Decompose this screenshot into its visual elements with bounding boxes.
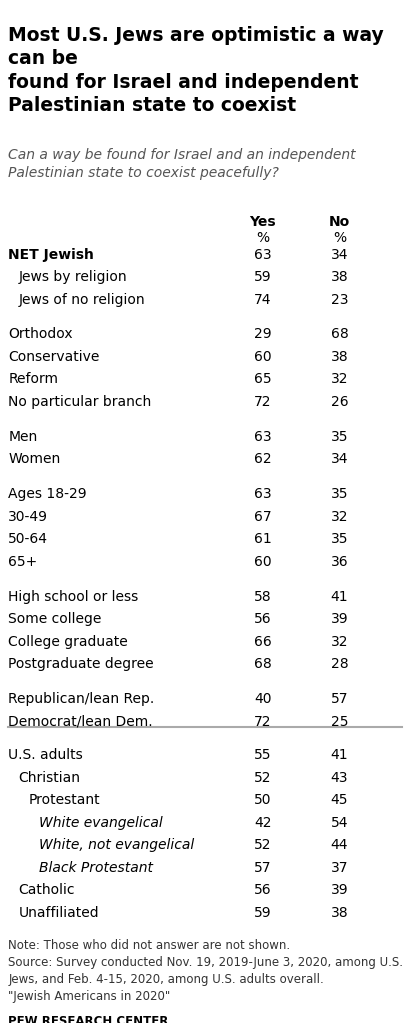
Text: 72: 72 [254,715,271,728]
Text: 65+: 65+ [8,554,38,569]
Text: White evangelical: White evangelical [39,816,163,830]
Text: 54: 54 [330,816,347,830]
Text: 57: 57 [254,861,271,875]
Text: 34: 34 [330,452,347,466]
Text: Men: Men [8,430,38,444]
Text: High school or less: High school or less [8,589,138,604]
Text: U.S. adults: U.S. adults [8,749,83,762]
Text: Jews of no religion: Jews of no religion [19,293,145,307]
Text: Most U.S. Jews are optimistic a way can be
found for Israel and independent
Pale: Most U.S. Jews are optimistic a way can … [8,26,383,115]
Text: 41: 41 [330,749,347,762]
Text: No particular branch: No particular branch [8,395,151,409]
Text: 45: 45 [330,794,347,807]
Text: 26: 26 [330,395,347,409]
Text: College graduate: College graduate [8,634,128,649]
Text: 50-64: 50-64 [8,532,48,546]
Text: Ages 18-29: Ages 18-29 [8,487,87,501]
Text: 32: 32 [330,634,347,649]
Text: Catholic: Catholic [19,884,75,897]
Text: 59: 59 [254,906,271,920]
Text: 56: 56 [254,612,271,626]
Text: 61: 61 [254,532,271,546]
Text: 68: 68 [254,657,271,671]
Text: 37: 37 [330,861,347,875]
Text: 29: 29 [254,327,271,342]
Text: 38: 38 [330,350,347,364]
Text: Reform: Reform [8,372,58,387]
Text: Republican/lean Rep.: Republican/lean Rep. [8,693,154,706]
Text: 52: 52 [254,771,271,785]
Text: 55: 55 [254,749,271,762]
Text: 34: 34 [330,248,347,262]
Text: 66: 66 [254,634,271,649]
Text: 44: 44 [330,839,347,852]
Text: 28: 28 [330,657,347,671]
Text: Democrat/lean Dem.: Democrat/lean Dem. [8,715,152,728]
Text: 62: 62 [254,452,271,466]
Text: NET Jewish: NET Jewish [8,248,94,262]
Text: Unaffiliated: Unaffiliated [19,906,99,920]
Text: Postgraduate degree: Postgraduate degree [8,657,154,671]
Text: PEW RESEARCH CENTER: PEW RESEARCH CENTER [8,1016,168,1023]
Text: 40: 40 [254,693,271,706]
Text: 65: 65 [254,372,271,387]
Text: 72: 72 [254,395,271,409]
Text: 23: 23 [330,293,347,307]
Text: 68: 68 [330,327,347,342]
Text: 43: 43 [330,771,347,785]
Text: No: No [328,215,349,229]
Text: Yes: Yes [249,215,275,229]
Text: %: % [332,231,345,246]
Text: 59: 59 [254,270,271,284]
Text: 39: 39 [330,884,347,897]
Text: Black Protestant: Black Protestant [39,861,153,875]
Text: Conservative: Conservative [8,350,100,364]
Text: 50: 50 [254,794,271,807]
Text: Protestant: Protestant [29,794,100,807]
Text: 32: 32 [330,372,347,387]
Text: Jews by religion: Jews by religion [19,270,127,284]
Text: 41: 41 [330,589,347,604]
Text: 36: 36 [330,554,347,569]
Text: 35: 35 [330,430,347,444]
Text: 67: 67 [254,509,271,524]
Text: 52: 52 [254,839,271,852]
Text: %: % [256,231,269,246]
Text: 35: 35 [330,532,347,546]
Text: 63: 63 [254,487,271,501]
Text: 42: 42 [254,816,271,830]
Text: 38: 38 [330,906,347,920]
Text: 58: 58 [254,589,271,604]
Text: 35: 35 [330,487,347,501]
Text: 39: 39 [330,612,347,626]
Text: 63: 63 [254,430,271,444]
Text: White, not evangelical: White, not evangelical [39,839,194,852]
Text: 38: 38 [330,270,347,284]
Text: 63: 63 [254,248,271,262]
Text: 74: 74 [254,293,271,307]
Text: Some college: Some college [8,612,102,626]
Text: Christian: Christian [19,771,81,785]
Text: 30-49: 30-49 [8,509,48,524]
Text: 56: 56 [254,884,271,897]
Text: 32: 32 [330,509,347,524]
Text: Can a way be found for Israel and an independent
Palestinian state to coexist pe: Can a way be found for Israel and an ind… [8,148,355,180]
Text: 60: 60 [254,554,271,569]
Text: 25: 25 [330,715,347,728]
Text: 57: 57 [330,693,347,706]
Text: Orthodox: Orthodox [8,327,73,342]
Text: Women: Women [8,452,60,466]
Text: 60: 60 [254,350,271,364]
Text: Note: Those who did not answer are not shown.
Source: Survey conducted Nov. 19, : Note: Those who did not answer are not s… [8,939,402,1003]
